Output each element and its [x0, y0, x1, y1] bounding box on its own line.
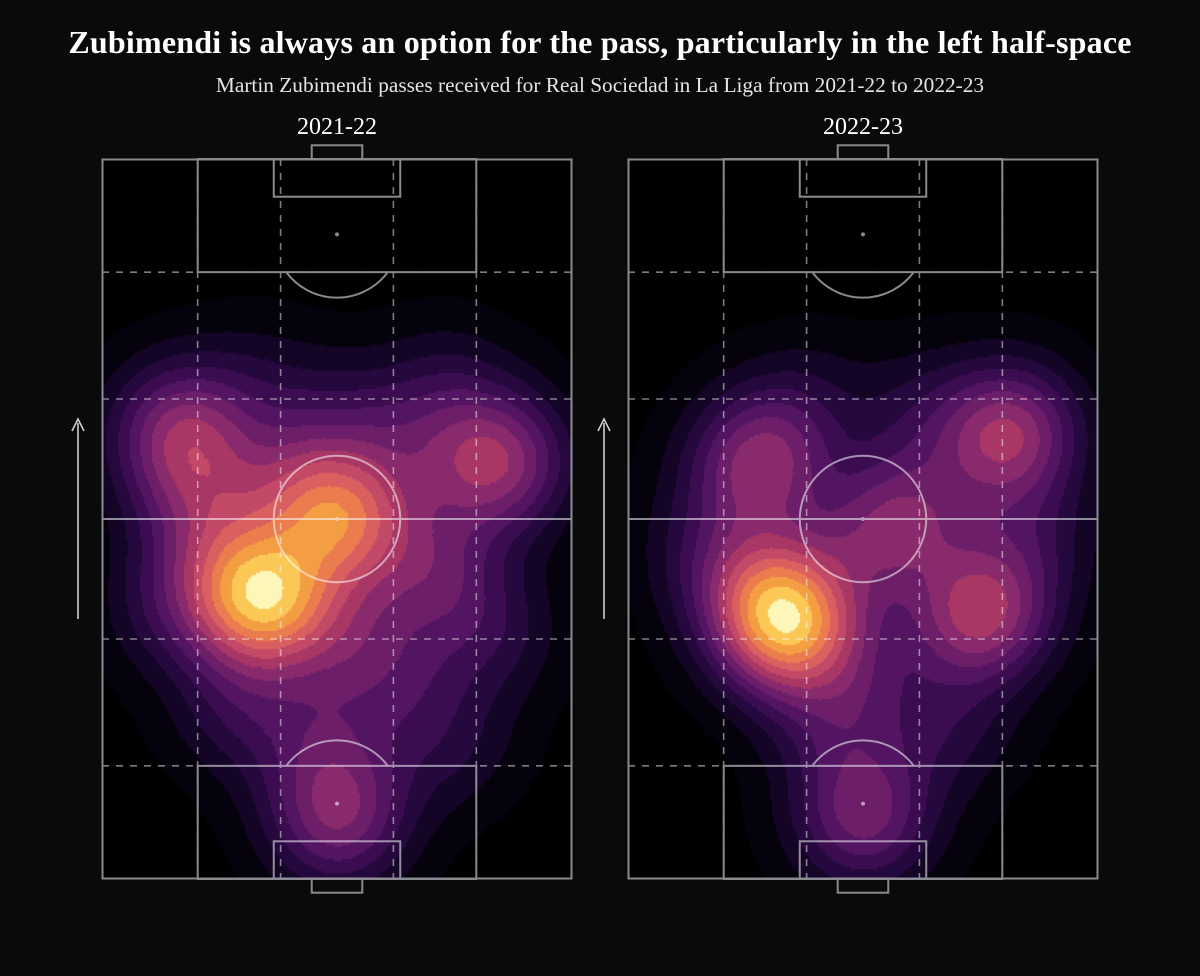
panel-2022-23: 2022-23: [628, 114, 1098, 879]
panels-row: 2021-22 2022-23: [0, 114, 1200, 879]
pitch-stage: [102, 159, 572, 879]
direction-arrow-icon: [594, 409, 614, 629]
panel-label: 2021-22: [297, 114, 377, 141]
figure-root: Zubimendi is always an option for the pa…: [0, 24, 1200, 976]
figure-subtitle: Martin Zubimendi passes received for Rea…: [0, 73, 1200, 98]
panel-2021-22: 2021-22: [102, 114, 572, 879]
direction-arrow-icon: [68, 409, 88, 629]
heatmap-canvas: [628, 159, 1098, 879]
panel-label: 2022-23: [823, 114, 903, 141]
pitch-stage: [628, 159, 1098, 879]
figure-title: Zubimendi is always an option for the pa…: [0, 24, 1200, 61]
heatmap-canvas: [102, 159, 572, 879]
